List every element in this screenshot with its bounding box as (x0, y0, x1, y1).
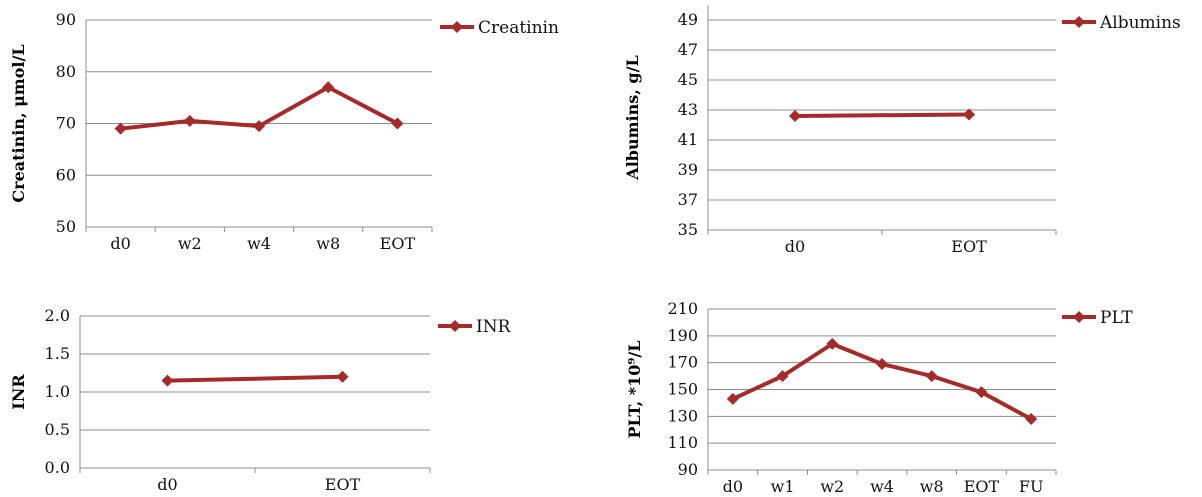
plt-x-tick-label: d0 (723, 477, 743, 496)
plt-x-tick-label: FU (1019, 477, 1044, 496)
inr-y-tick-label: 0.5 (45, 420, 70, 439)
creatinin-y-tick-label: 70 (56, 114, 76, 133)
albumins-y-tick-label: 41 (678, 130, 698, 149)
albumins-y-tick-label: 45 (678, 70, 698, 89)
plt-chart: 90 110 130 150 170 190 210 d0 w1 w2 w4 w8 EOT FU PLT, … (625, 299, 1133, 496)
creatinin-data-point (114, 122, 127, 135)
plt-x-tick-label: w4 (870, 477, 894, 496)
plt-y-tick-label: 150 (667, 380, 698, 399)
albumins-data-point (789, 110, 801, 122)
inr-y-tick-label: 1.5 (45, 344, 70, 363)
plt-series-line (732, 341, 1033, 421)
plt-y-tick-label: 130 (667, 406, 698, 425)
plt-y-tick-label: 90 (678, 460, 698, 479)
plt-x-tick-label: w2 (820, 477, 844, 496)
plt-x-tick-label: EOT (964, 477, 1000, 496)
creatinin-data-point (391, 117, 404, 130)
albumins-data-point (963, 108, 975, 121)
plt-y-tick-label: 210 (667, 299, 698, 318)
plt-data-point (826, 337, 839, 350)
plt-x-tick-label: w8 (920, 477, 944, 496)
inr-y-tick-label: 2.0 (45, 306, 70, 325)
plt-data-point (776, 370, 789, 383)
creatinin-x-tick-label: w4 (247, 234, 271, 253)
inr-y-tick-label: 1.0 (45, 382, 70, 401)
plt-y-tick-label: 170 (667, 353, 698, 372)
albumins-y-tick-label: 43 (678, 100, 698, 119)
creatinin-data-point (183, 114, 196, 127)
creatinin-y-tick-label: 50 (56, 217, 76, 236)
plt-y-tick-label: 110 (667, 433, 698, 452)
creatinin-data-point (322, 81, 335, 94)
creatinin-x-tick-label: w2 (178, 234, 202, 253)
creatinin-data-point (253, 120, 265, 133)
inr-x-tick-label: d0 (157, 475, 177, 494)
creatinin-y-tick-label: 90 (56, 10, 76, 29)
albumins-chart: 35 37 39 41 43 45 47 49 d0 EOT Albumins, g/L Albumi… (623, 5, 1181, 256)
plt-legend-marker (1073, 311, 1085, 323)
inr-series-line (167, 374, 343, 383)
albumins-x-tick-label: d0 (785, 237, 805, 256)
plt-data-point (975, 386, 988, 399)
albumins-y-tick-label: 47 (678, 40, 698, 59)
albumins-legend-marker (1073, 16, 1085, 28)
creatinin-y-tick-label: 80 (56, 62, 76, 81)
creatinin-x-tick-label: d0 (110, 234, 130, 253)
albumins-y-tick-label: 49 (678, 10, 698, 29)
creatinin-x-tick-label: EOT (380, 234, 416, 253)
inr-legend-label: INR (476, 317, 512, 337)
plt-data-point (876, 358, 888, 371)
albumins-y-tick-label: 39 (678, 160, 698, 179)
plt-y-axis-title: PLT, *10⁹/L (625, 341, 644, 439)
creatinin-y-axis-title: Creatinin, μmol/L (9, 44, 28, 202)
inr-data-point (161, 374, 174, 387)
plt-data-point (1025, 413, 1038, 426)
inr-y-axis-title: INR (9, 374, 28, 410)
creatinin-x-tick-label: w8 (316, 234, 340, 253)
creatinin-legend-label: Creatinin (478, 18, 559, 38)
inr-chart: 0.0 0.5 1.0 1.5 2.0 d0 EOT INR INR (9, 306, 512, 494)
albumins-y-tick-label: 35 (678, 220, 698, 239)
plt-y-tick-label: 190 (667, 326, 698, 345)
plt-data-point (925, 370, 938, 383)
creatinin-chart: 50 60 70 80 90 d0 w2 w4 w8 EOT Creatinin, μmol/L Cr… (9, 10, 559, 253)
albumins-series-line (794, 112, 970, 118)
albumins-y-tick-label: 37 (678, 190, 698, 209)
inr-x-tick-label: EOT (325, 475, 361, 494)
inr-y-tick-label: 0.0 (45, 458, 70, 477)
plt-data-point (726, 392, 739, 405)
plt-x-tick-label: w1 (771, 477, 795, 496)
creatinin-y-tick-label: 60 (56, 165, 76, 184)
inr-legend-marker (449, 320, 461, 332)
albumins-y-axis-title: Albumins, g/L (623, 55, 642, 180)
plt-legend-label: PLT (1100, 308, 1133, 328)
albumins-x-tick-label: EOT (951, 237, 987, 256)
creatinin-legend-marker (451, 21, 463, 33)
albumins-legend-label: Albumins (1099, 13, 1181, 33)
inr-data-point (336, 370, 349, 383)
